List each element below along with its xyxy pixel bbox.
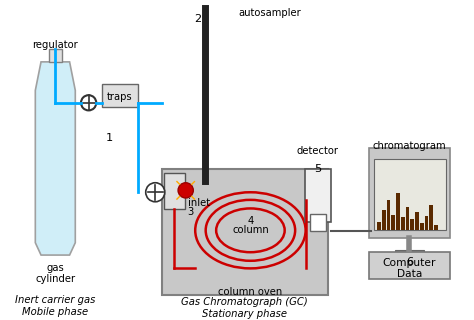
Bar: [377, 222, 381, 230]
Text: 1: 1: [106, 133, 113, 143]
Text: traps: traps: [107, 92, 133, 102]
Bar: [102, 84, 138, 107]
Text: detector: detector: [296, 146, 338, 156]
Text: 4: 4: [247, 216, 254, 226]
Bar: [420, 223, 424, 230]
Bar: [310, 214, 326, 231]
Bar: [396, 193, 400, 230]
Bar: [391, 215, 395, 230]
Text: 5: 5: [314, 164, 322, 174]
Text: 6: 6: [406, 257, 413, 267]
Bar: [162, 169, 328, 295]
Text: Computer
Data: Computer Data: [383, 258, 436, 279]
Bar: [386, 200, 390, 230]
Text: column: column: [232, 225, 269, 235]
Text: gas
cylinder: gas cylinder: [35, 263, 75, 284]
Bar: [382, 210, 385, 230]
Bar: [401, 218, 405, 230]
Bar: [369, 148, 450, 238]
Bar: [415, 212, 419, 230]
Text: Inert carrier gas
Mobile phase: Inert carrier gas Mobile phase: [15, 295, 95, 317]
Text: inlet: inlet: [188, 198, 210, 208]
Text: regulator: regulator: [32, 40, 78, 50]
Bar: [410, 219, 414, 230]
Bar: [434, 225, 438, 230]
Circle shape: [146, 183, 165, 202]
Text: Gas Chromatograph (GC)
Stationary phase: Gas Chromatograph (GC) Stationary phase: [182, 297, 308, 318]
Bar: [369, 252, 450, 279]
Text: 2: 2: [194, 14, 201, 24]
Bar: [164, 173, 185, 209]
Bar: [305, 169, 331, 222]
Bar: [395, 250, 424, 255]
Bar: [429, 204, 433, 230]
Circle shape: [81, 95, 96, 110]
Text: column oven: column oven: [219, 287, 283, 297]
Polygon shape: [49, 50, 62, 62]
Bar: [406, 207, 410, 230]
Text: 3: 3: [188, 207, 194, 218]
Text: autosampler: autosampler: [238, 8, 301, 18]
Polygon shape: [36, 62, 75, 255]
Circle shape: [178, 183, 193, 198]
Bar: [425, 216, 428, 230]
Bar: [374, 159, 446, 230]
Text: chromatogram: chromatogram: [373, 141, 446, 151]
